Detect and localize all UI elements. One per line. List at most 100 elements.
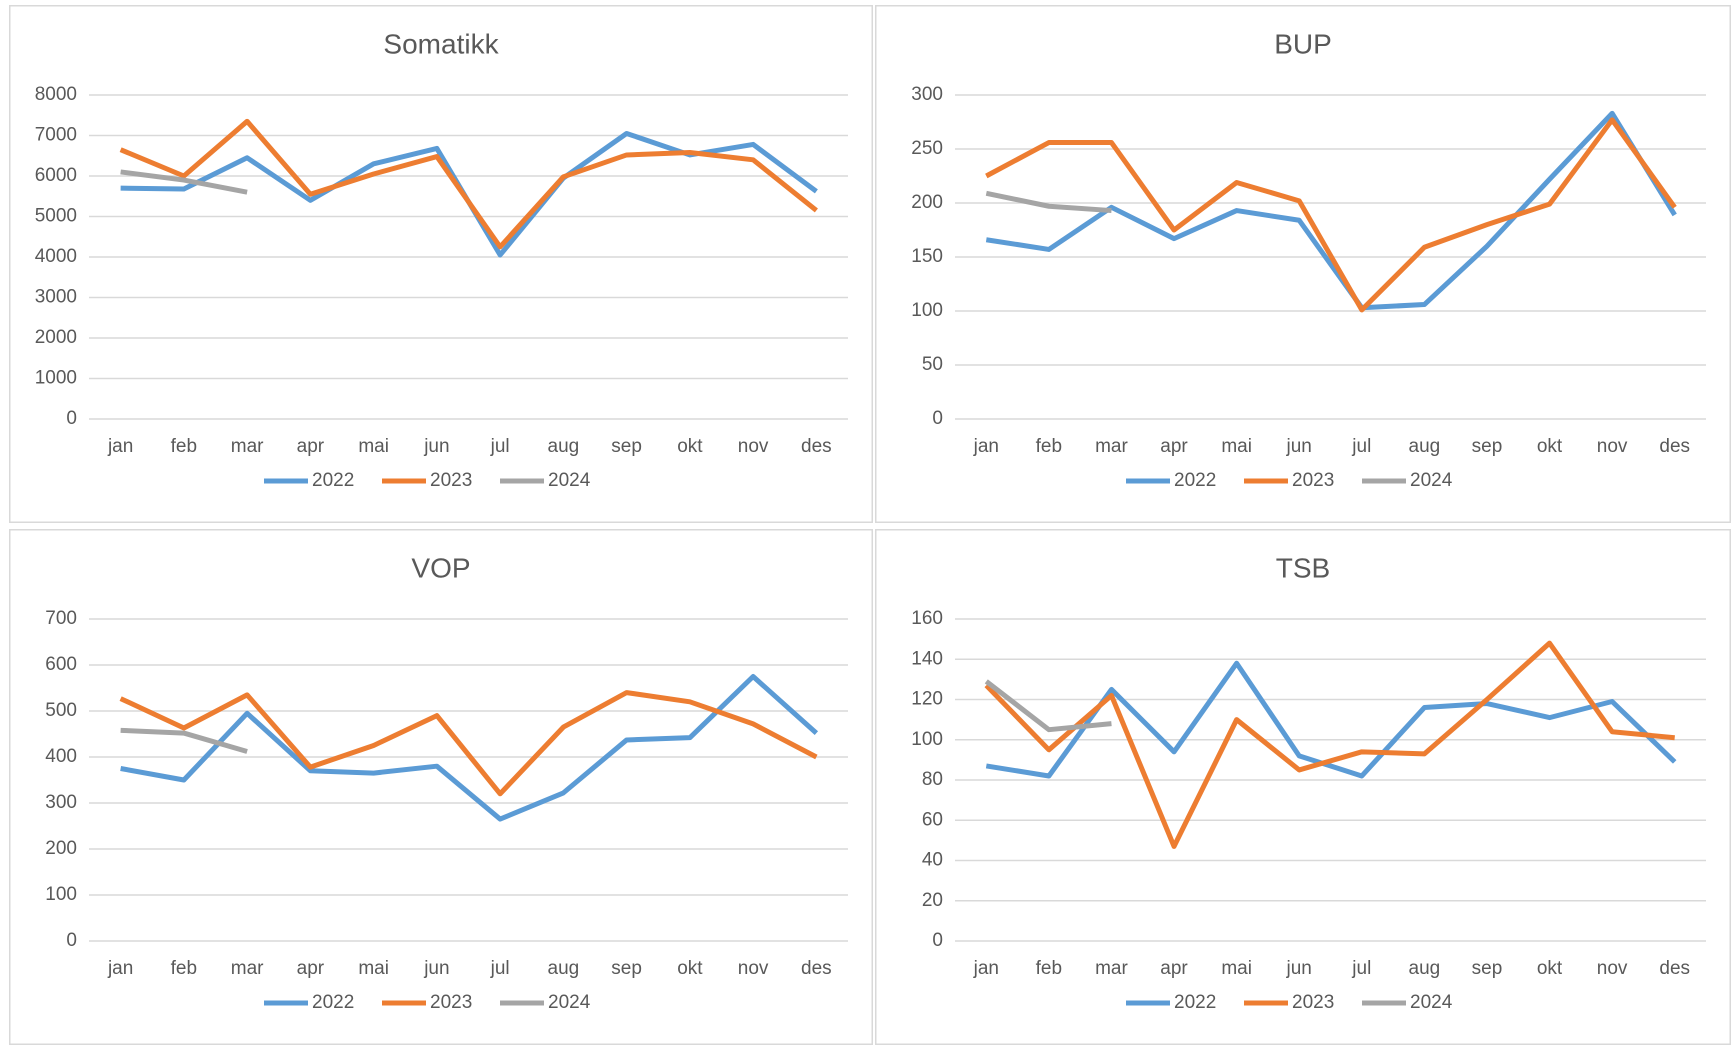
y-tick-label: 7000 — [35, 125, 77, 146]
series-line — [985, 117, 1677, 313]
series-line — [120, 674, 819, 822]
legend-label: 2022 — [312, 470, 354, 491]
x-tick-label: jun — [1286, 436, 1312, 457]
x-tick-label: feb — [171, 958, 197, 979]
x-tick-label: mai — [1221, 436, 1252, 457]
x-tick-label: jun — [1286, 958, 1312, 979]
x-tick-label: sep — [1472, 436, 1503, 457]
x-tick-label: des — [1659, 436, 1690, 457]
legend-label: 2023 — [1292, 470, 1334, 491]
legend-label: 2022 — [312, 992, 354, 1013]
y-tick-label: 200 — [911, 192, 943, 213]
legend-label: 2024 — [548, 470, 591, 491]
series-line — [984, 640, 1675, 849]
y-tick-label: 1000 — [35, 368, 77, 389]
x-tick-label: sep — [1472, 958, 1503, 979]
x-tick-label: sep — [611, 436, 642, 457]
legend-label: 2023 — [1292, 992, 1334, 1013]
y-tick-label: 0 — [932, 408, 943, 429]
series-line — [985, 110, 1677, 311]
x-tick-label: mai — [358, 958, 389, 979]
x-tick-label: des — [801, 958, 832, 979]
x-tick-label: jun — [423, 958, 449, 979]
y-tick-label: 20 — [922, 890, 943, 911]
chart-title: TSB — [1276, 552, 1330, 583]
x-tick-label: sep — [611, 958, 642, 979]
x-tick-label: jul — [490, 436, 510, 457]
x-tick-label: des — [801, 436, 832, 457]
x-tick-label: apr — [1160, 958, 1188, 979]
y-tick-label: 4000 — [35, 246, 77, 267]
y-tick-label: 50 — [922, 354, 943, 375]
chart-panel: VOP 0 100 200 300 400 500 600 700 jan feb mar apr mai… — [9, 529, 873, 1045]
y-tick-label: 300 — [45, 792, 77, 813]
x-tick-label: jan — [107, 436, 133, 457]
series-line — [985, 190, 1112, 214]
chart-title: VOP — [411, 552, 470, 583]
series-line — [119, 118, 818, 250]
x-tick-label: jan — [107, 958, 133, 979]
y-tick-label: 150 — [911, 246, 943, 267]
x-tick-label: jan — [973, 958, 999, 979]
x-tick-label: feb — [1036, 958, 1062, 979]
panel-border — [9, 5, 873, 523]
y-tick-label: 100 — [45, 884, 77, 905]
series-line — [119, 690, 818, 797]
x-tick-label: okt — [677, 958, 703, 979]
y-tick-label: 400 — [45, 746, 77, 767]
x-tick-label: apr — [297, 436, 325, 457]
x-tick-label: mar — [1095, 958, 1128, 979]
y-tick-label: 3000 — [35, 287, 77, 308]
x-tick-label: apr — [297, 958, 325, 979]
legend-label: 2024 — [1410, 470, 1453, 491]
y-tick-label: 80 — [922, 769, 943, 790]
y-tick-label: 160 — [911, 608, 943, 629]
x-tick-label: mar — [231, 436, 264, 457]
x-tick-label: okt — [1537, 958, 1563, 979]
x-tick-label: aug — [548, 958, 580, 979]
legend-label: 2022 — [1174, 470, 1216, 491]
y-tick-label: 60 — [922, 809, 943, 830]
chart-panel: BUP 0 50 100 150 200 250 300 jan feb mar apr mai jun j… — [875, 5, 1731, 523]
y-tick-label: 5000 — [35, 206, 77, 227]
x-tick-label: nov — [738, 958, 769, 979]
y-tick-label: 200 — [45, 838, 77, 859]
series-line — [120, 130, 818, 258]
x-tick-label: feb — [171, 436, 197, 457]
x-tick-label: apr — [1160, 436, 1188, 457]
x-tick-label: mar — [1095, 436, 1128, 457]
x-tick-label: mai — [1221, 958, 1252, 979]
x-tick-label: jul — [490, 958, 510, 979]
x-tick-label: jul — [1351, 436, 1371, 457]
x-tick-label: nov — [1597, 436, 1628, 457]
x-tick-label: mar — [231, 958, 264, 979]
y-tick-label: 0 — [932, 930, 943, 951]
y-tick-label: 140 — [911, 648, 943, 669]
y-tick-label: 300 — [911, 84, 943, 105]
chart-panel: Somatikk 0 1000 2000 3000 4000 5000 6000 7000 800… — [9, 5, 873, 523]
x-tick-label: aug — [1409, 436, 1441, 457]
chart-title: Somatikk — [383, 28, 499, 59]
y-tick-label: 700 — [45, 608, 77, 629]
y-tick-label: 500 — [45, 700, 77, 721]
y-tick-label: 600 — [45, 654, 77, 675]
x-tick-label: nov — [1597, 958, 1628, 979]
x-tick-label: okt — [677, 436, 703, 457]
y-tick-label: 6000 — [35, 165, 77, 186]
x-tick-label: feb — [1036, 436, 1062, 457]
y-tick-label: 250 — [911, 138, 943, 159]
x-tick-label: jun — [423, 436, 449, 457]
x-tick-label: des — [1659, 958, 1690, 979]
legend-label: 2024 — [1410, 992, 1453, 1013]
x-tick-label: jul — [1351, 958, 1371, 979]
y-tick-label: 0 — [66, 408, 77, 429]
y-tick-label: 40 — [922, 850, 943, 871]
legend-label: 2022 — [1174, 992, 1216, 1013]
y-tick-label: 100 — [911, 300, 943, 321]
y-tick-label: 120 — [911, 689, 943, 710]
y-tick-label: 0 — [66, 930, 77, 951]
legend-label: 2024 — [548, 992, 591, 1013]
y-tick-label: 8000 — [35, 84, 77, 105]
chart-panel: TSB 0 20 40 60 80 100 120 140 160 jan feb mar apr mai j… — [875, 529, 1731, 1045]
